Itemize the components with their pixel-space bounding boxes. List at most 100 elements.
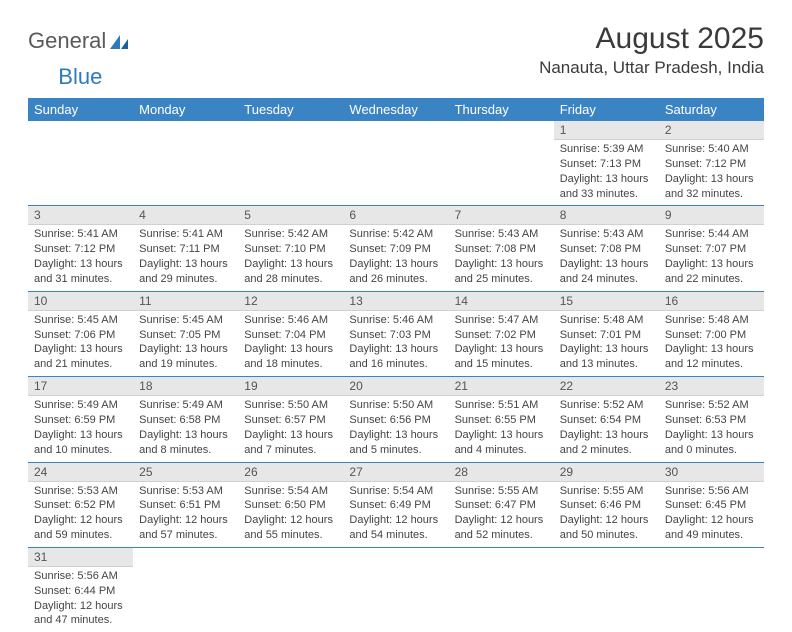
day-details: Sunrise: 5:48 AMSunset: 7:00 PMDaylight:… xyxy=(659,311,764,376)
calendar-cell: 27Sunrise: 5:54 AMSunset: 6:49 PMDayligh… xyxy=(343,462,448,547)
calendar-cell: 21Sunrise: 5:51 AMSunset: 6:55 PMDayligh… xyxy=(449,377,554,462)
calendar-cell: 24Sunrise: 5:53 AMSunset: 6:52 PMDayligh… xyxy=(28,462,133,547)
day-number: 17 xyxy=(28,377,133,396)
day-header: Saturday xyxy=(659,98,764,121)
calendar-week: 10Sunrise: 5:45 AMSunset: 7:06 PMDayligh… xyxy=(28,291,764,376)
day-details: Sunrise: 5:46 AMSunset: 7:03 PMDaylight:… xyxy=(343,311,448,376)
day-details: Sunrise: 5:45 AMSunset: 7:06 PMDaylight:… xyxy=(28,311,133,376)
day-number: 22 xyxy=(554,377,659,396)
calendar-cell: 4Sunrise: 5:41 AMSunset: 7:11 PMDaylight… xyxy=(133,206,238,291)
day-number: 25 xyxy=(133,463,238,482)
day-number: 10 xyxy=(28,292,133,311)
day-header: Friday xyxy=(554,98,659,121)
day-number: 16 xyxy=(659,292,764,311)
day-number: 12 xyxy=(238,292,343,311)
day-header: Sunday xyxy=(28,98,133,121)
day-details: Sunrise: 5:52 AMSunset: 6:53 PMDaylight:… xyxy=(659,396,764,461)
calendar-cell xyxy=(133,121,238,206)
day-header-row: SundayMondayTuesdayWednesdayThursdayFrid… xyxy=(28,98,764,121)
day-details: Sunrise: 5:56 AMSunset: 6:45 PMDaylight:… xyxy=(659,482,764,547)
day-header: Tuesday xyxy=(238,98,343,121)
day-details: Sunrise: 5:41 AMSunset: 7:12 PMDaylight:… xyxy=(28,225,133,290)
day-number: 27 xyxy=(343,463,448,482)
calendar-cell: 17Sunrise: 5:49 AMSunset: 6:59 PMDayligh… xyxy=(28,377,133,462)
calendar-cell: 25Sunrise: 5:53 AMSunset: 6:51 PMDayligh… xyxy=(133,462,238,547)
logo-text-a: General xyxy=(28,28,106,54)
calendar-cell xyxy=(659,547,764,632)
day-details: Sunrise: 5:50 AMSunset: 6:56 PMDaylight:… xyxy=(343,396,448,461)
day-details: Sunrise: 5:49 AMSunset: 6:59 PMDaylight:… xyxy=(28,396,133,461)
day-details: Sunrise: 5:40 AMSunset: 7:12 PMDaylight:… xyxy=(659,140,764,205)
day-details: Sunrise: 5:50 AMSunset: 6:57 PMDaylight:… xyxy=(238,396,343,461)
day-details: Sunrise: 5:42 AMSunset: 7:09 PMDaylight:… xyxy=(343,225,448,290)
day-number: 24 xyxy=(28,463,133,482)
calendar-cell: 8Sunrise: 5:43 AMSunset: 7:08 PMDaylight… xyxy=(554,206,659,291)
day-header: Wednesday xyxy=(343,98,448,121)
day-details: Sunrise: 5:42 AMSunset: 7:10 PMDaylight:… xyxy=(238,225,343,290)
day-number: 30 xyxy=(659,463,764,482)
calendar-week: 1Sunrise: 5:39 AMSunset: 7:13 PMDaylight… xyxy=(28,121,764,206)
calendar-body: 1Sunrise: 5:39 AMSunset: 7:13 PMDaylight… xyxy=(28,121,764,632)
day-details: Sunrise: 5:55 AMSunset: 6:47 PMDaylight:… xyxy=(449,482,554,547)
calendar-cell: 7Sunrise: 5:43 AMSunset: 7:08 PMDaylight… xyxy=(449,206,554,291)
day-number: 15 xyxy=(554,292,659,311)
calendar-cell: 3Sunrise: 5:41 AMSunset: 7:12 PMDaylight… xyxy=(28,206,133,291)
day-details: Sunrise: 5:51 AMSunset: 6:55 PMDaylight:… xyxy=(449,396,554,461)
logo: General xyxy=(28,22,132,54)
calendar-cell xyxy=(238,121,343,206)
day-number: 13 xyxy=(343,292,448,311)
calendar-cell: 15Sunrise: 5:48 AMSunset: 7:01 PMDayligh… xyxy=(554,291,659,376)
calendar-cell xyxy=(449,121,554,206)
day-details: Sunrise: 5:43 AMSunset: 7:08 PMDaylight:… xyxy=(554,225,659,290)
calendar-cell: 28Sunrise: 5:55 AMSunset: 6:47 PMDayligh… xyxy=(449,462,554,547)
calendar-cell: 18Sunrise: 5:49 AMSunset: 6:58 PMDayligh… xyxy=(133,377,238,462)
calendar-cell xyxy=(554,547,659,632)
logo-text-b: Blue xyxy=(58,64,102,90)
sail-icon xyxy=(108,33,130,51)
calendar-cell: 19Sunrise: 5:50 AMSunset: 6:57 PMDayligh… xyxy=(238,377,343,462)
calendar-cell: 31Sunrise: 5:56 AMSunset: 6:44 PMDayligh… xyxy=(28,547,133,632)
day-number: 21 xyxy=(449,377,554,396)
calendar-week: 3Sunrise: 5:41 AMSunset: 7:12 PMDaylight… xyxy=(28,206,764,291)
day-details: Sunrise: 5:54 AMSunset: 6:49 PMDaylight:… xyxy=(343,482,448,547)
calendar-cell xyxy=(449,547,554,632)
day-details: Sunrise: 5:56 AMSunset: 6:44 PMDaylight:… xyxy=(28,567,133,632)
day-number: 19 xyxy=(238,377,343,396)
day-number: 1 xyxy=(554,121,659,140)
page-title: August 2025 xyxy=(539,22,764,56)
day-details: Sunrise: 5:48 AMSunset: 7:01 PMDaylight:… xyxy=(554,311,659,376)
day-number: 2 xyxy=(659,121,764,140)
day-details: Sunrise: 5:44 AMSunset: 7:07 PMDaylight:… xyxy=(659,225,764,290)
day-number: 23 xyxy=(659,377,764,396)
calendar-cell: 9Sunrise: 5:44 AMSunset: 7:07 PMDaylight… xyxy=(659,206,764,291)
calendar-cell xyxy=(28,121,133,206)
day-details: Sunrise: 5:49 AMSunset: 6:58 PMDaylight:… xyxy=(133,396,238,461)
calendar-cell: 1Sunrise: 5:39 AMSunset: 7:13 PMDaylight… xyxy=(554,121,659,206)
calendar-week: 31Sunrise: 5:56 AMSunset: 6:44 PMDayligh… xyxy=(28,547,764,632)
day-header: Thursday xyxy=(449,98,554,121)
calendar-cell: 5Sunrise: 5:42 AMSunset: 7:10 PMDaylight… xyxy=(238,206,343,291)
calendar-week: 17Sunrise: 5:49 AMSunset: 6:59 PMDayligh… xyxy=(28,377,764,462)
calendar-cell xyxy=(133,547,238,632)
day-number: 9 xyxy=(659,206,764,225)
day-details: Sunrise: 5:53 AMSunset: 6:52 PMDaylight:… xyxy=(28,482,133,547)
day-number: 31 xyxy=(28,548,133,567)
day-number: 6 xyxy=(343,206,448,225)
day-number: 26 xyxy=(238,463,343,482)
calendar-cell: 2Sunrise: 5:40 AMSunset: 7:12 PMDaylight… xyxy=(659,121,764,206)
day-details: Sunrise: 5:55 AMSunset: 6:46 PMDaylight:… xyxy=(554,482,659,547)
day-details: Sunrise: 5:46 AMSunset: 7:04 PMDaylight:… xyxy=(238,311,343,376)
day-header: Monday xyxy=(133,98,238,121)
day-details: Sunrise: 5:41 AMSunset: 7:11 PMDaylight:… xyxy=(133,225,238,290)
day-number: 8 xyxy=(554,206,659,225)
day-details: Sunrise: 5:45 AMSunset: 7:05 PMDaylight:… xyxy=(133,311,238,376)
day-number: 18 xyxy=(133,377,238,396)
day-number: 4 xyxy=(133,206,238,225)
day-details: Sunrise: 5:54 AMSunset: 6:50 PMDaylight:… xyxy=(238,482,343,547)
calendar-cell: 22Sunrise: 5:52 AMSunset: 6:54 PMDayligh… xyxy=(554,377,659,462)
day-details: Sunrise: 5:39 AMSunset: 7:13 PMDaylight:… xyxy=(554,140,659,205)
calendar-cell: 20Sunrise: 5:50 AMSunset: 6:56 PMDayligh… xyxy=(343,377,448,462)
calendar-cell: 13Sunrise: 5:46 AMSunset: 7:03 PMDayligh… xyxy=(343,291,448,376)
calendar-cell: 12Sunrise: 5:46 AMSunset: 7:04 PMDayligh… xyxy=(238,291,343,376)
day-number: 14 xyxy=(449,292,554,311)
